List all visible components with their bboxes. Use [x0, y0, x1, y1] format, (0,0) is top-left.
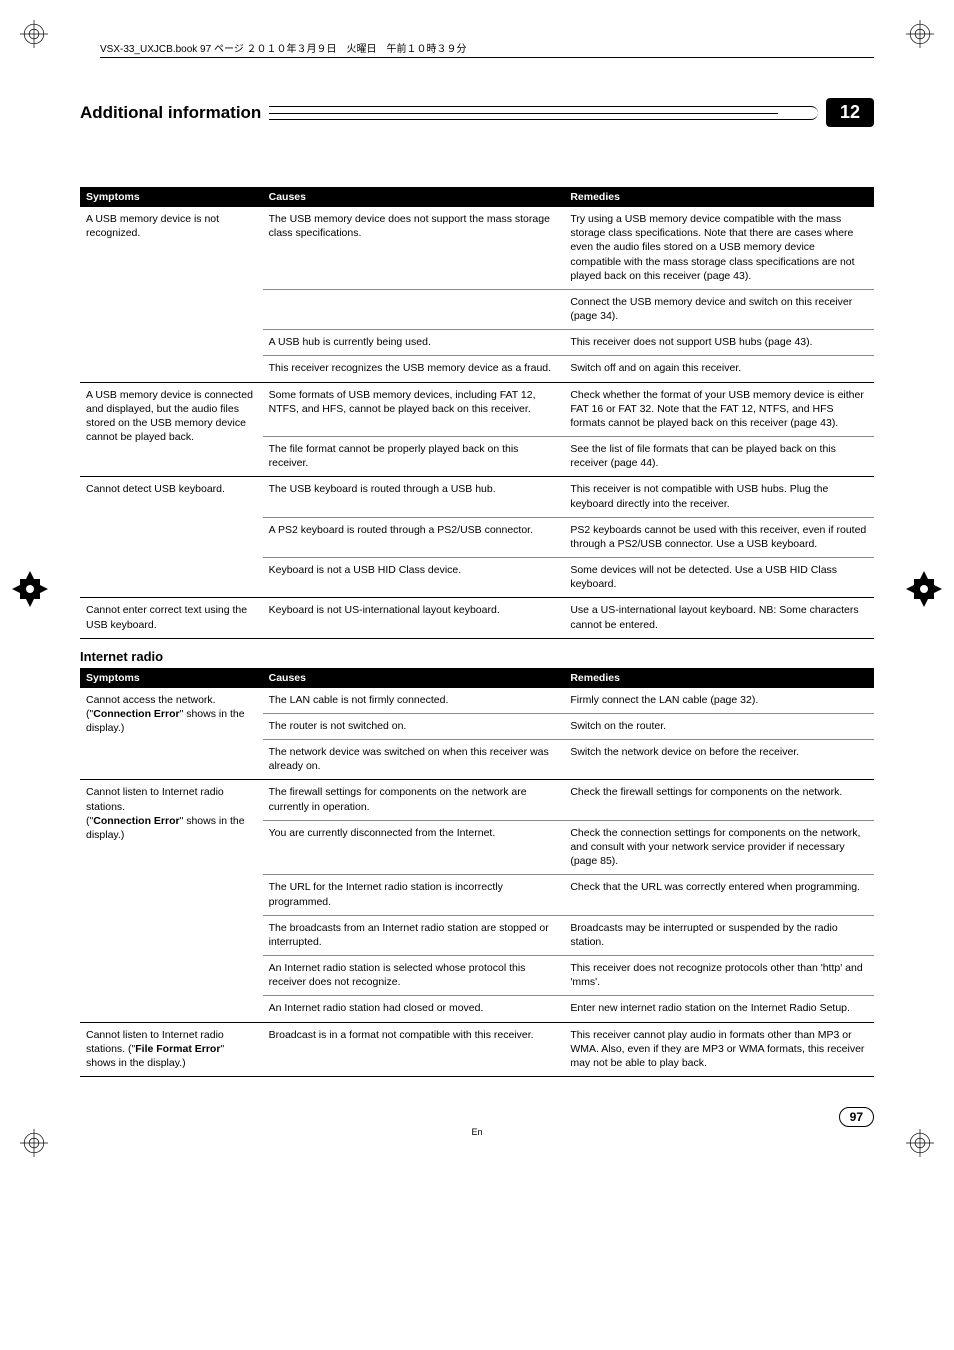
column-header: Causes — [263, 668, 565, 688]
cause-cell: The router is not switched on. — [263, 713, 565, 739]
cause-cell: Broadcast is in a format not compatible … — [263, 1022, 565, 1077]
cause-cell: The USB memory device does not support t… — [263, 207, 565, 289]
remedy-cell: Switch the network device on before the … — [564, 740, 874, 780]
symptom-cell: Cannot enter correct text using the USB … — [80, 598, 263, 638]
cause-cell: The network device was switched on when … — [263, 740, 565, 780]
cause-cell: The file format cannot be properly playe… — [263, 437, 565, 477]
page-number: 97 — [839, 1107, 874, 1127]
chapter-badge: 12 — [826, 98, 874, 127]
internet-radio-heading: Internet radio — [80, 649, 874, 664]
column-header: Symptoms — [80, 187, 263, 207]
remedy-cell: PS2 keyboards cannot be used with this r… — [564, 517, 874, 557]
cause-cell: Keyboard is not US-international layout … — [263, 598, 565, 638]
remedy-cell: This receiver does not recognize protoco… — [564, 956, 874, 996]
remedy-cell: Check the connection settings for compon… — [564, 820, 874, 875]
cause-cell: A USB hub is currently being used. — [263, 330, 565, 356]
cause-cell: The firewall settings for components on … — [263, 780, 565, 820]
remedy-cell: See the list of file formats that can be… — [564, 437, 874, 477]
symptom-cell: Cannot detect USB keyboard. — [80, 477, 263, 598]
section-title: Additional information — [80, 103, 269, 123]
column-header: Remedies — [564, 668, 874, 688]
remedy-cell: Use a US-international layout keyboard. … — [564, 598, 874, 638]
page-footer: 97 En — [80, 1107, 874, 1137]
cause-cell — [263, 289, 565, 329]
cause-cell: You are currently disconnected from the … — [263, 820, 565, 875]
print-mark-icon — [20, 20, 48, 48]
remedy-cell: This receiver does not support USB hubs … — [564, 330, 874, 356]
cause-cell: The URL for the Internet radio station i… — [263, 875, 565, 915]
remedy-cell: This receiver cannot play audio in forma… — [564, 1022, 874, 1077]
troubleshooting-table-internet-radio: Symptoms Causes Remedies Cannot access t… — [80, 668, 874, 1077]
section-rule — [269, 106, 818, 120]
symptom-cell: A USB memory device is connected and dis… — [80, 382, 263, 477]
print-mark-icon — [20, 1129, 48, 1157]
remedy-cell: Check that the URL was correctly entered… — [564, 875, 874, 915]
remedy-cell: Broadcasts may be interrupted or suspend… — [564, 915, 874, 955]
remedy-cell: Check whether the format of your USB mem… — [564, 382, 874, 437]
symptom-cell: Cannot access the network. ("Connection … — [80, 688, 263, 780]
cause-cell: A PS2 keyboard is routed through a PS2/U… — [263, 517, 565, 557]
register-cross-icon — [904, 569, 944, 609]
remedy-cell: Switch off and on again this receiver. — [564, 356, 874, 382]
cause-cell: This receiver recognizes the USB memory … — [263, 356, 565, 382]
symptom-cell: Cannot listen to Internet radio stations… — [80, 1022, 263, 1077]
remedy-cell: Check the firewall settings for componen… — [564, 780, 874, 820]
print-mark-icon — [906, 20, 934, 48]
symptom-cell: Cannot listen to Internet radio stations… — [80, 780, 263, 1022]
register-cross-icon — [10, 569, 50, 609]
remedy-cell: Connect the USB memory device and switch… — [564, 289, 874, 329]
print-mark-icon — [906, 1129, 934, 1157]
symptom-cell: A USB memory device is not recognized. — [80, 207, 263, 382]
remedy-cell: Some devices will not be detected. Use a… — [564, 558, 874, 598]
cause-cell: Keyboard is not a USB HID Class device. — [263, 558, 565, 598]
column-header: Remedies — [564, 187, 874, 207]
book-header-line: VSX-33_UXJCB.book 97 ページ ２０１０年３月９日 火曜日 午… — [100, 40, 874, 58]
cause-cell: The broadcasts from an Internet radio st… — [263, 915, 565, 955]
column-header: Symptoms — [80, 668, 263, 688]
section-header: Additional information 12 — [80, 98, 874, 127]
cause-cell: An Internet radio station had closed or … — [263, 996, 565, 1022]
troubleshooting-table-usb: Symptoms Causes Remedies A USB memory de… — [80, 187, 874, 639]
page-language: En — [80, 1127, 874, 1137]
column-header: Causes — [263, 187, 565, 207]
remedy-cell: This receiver is not compatible with USB… — [564, 477, 874, 517]
cause-cell: Some formats of USB memory devices, incl… — [263, 382, 565, 437]
cause-cell: The LAN cable is not firmly connected. — [263, 688, 565, 714]
cause-cell: An Internet radio station is selected wh… — [263, 956, 565, 996]
remedy-cell: Switch on the router. — [564, 713, 874, 739]
remedy-cell: Enter new internet radio station on the … — [564, 996, 874, 1022]
remedy-cell: Try using a USB memory device compatible… — [564, 207, 874, 289]
cause-cell: The USB keyboard is routed through a USB… — [263, 477, 565, 517]
remedy-cell: Firmly connect the LAN cable (page 32). — [564, 688, 874, 714]
